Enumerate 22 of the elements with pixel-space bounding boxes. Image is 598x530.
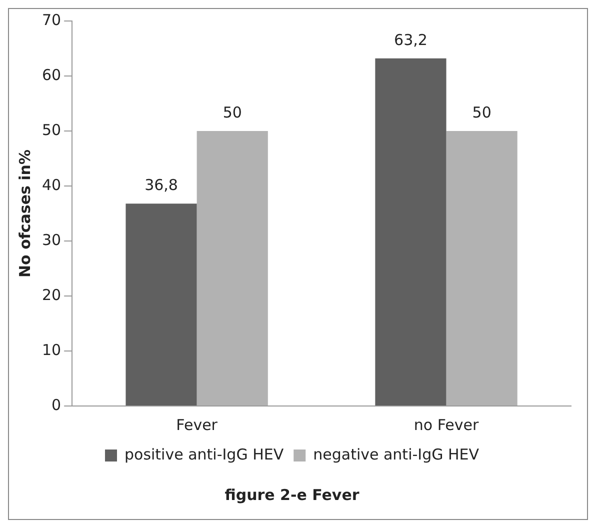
legend-label: negative anti-IgG HEV — [313, 445, 480, 464]
bar — [126, 204, 197, 406]
y-tick-label: 70 — [42, 10, 62, 29]
data-label: 36,8 — [144, 176, 178, 194]
bar — [446, 131, 518, 406]
y-tick-label: 50 — [42, 120, 62, 139]
bar — [196, 131, 268, 406]
data-label: 63,2 — [394, 30, 428, 49]
bar — [375, 58, 446, 406]
legend-label: positive anti-IgG HEV — [124, 445, 284, 464]
y-tick-label: 10 — [42, 340, 62, 359]
y-tick-label: 30 — [42, 230, 62, 249]
x-tick-label: Fever — [176, 416, 218, 434]
x-tick-label: no Fever — [414, 416, 480, 434]
data-label: 50 — [222, 103, 242, 122]
data-label: 50 — [472, 103, 492, 122]
y-tick-label: 0 — [52, 396, 62, 414]
y-tick-label: 60 — [42, 66, 62, 84]
y-tick-label: 40 — [42, 176, 62, 194]
y-axis-title: No ofcases in% — [16, 149, 34, 278]
text: figure 2-e Fever — [224, 486, 360, 504]
y-tick-label: 20 — [42, 286, 62, 304]
